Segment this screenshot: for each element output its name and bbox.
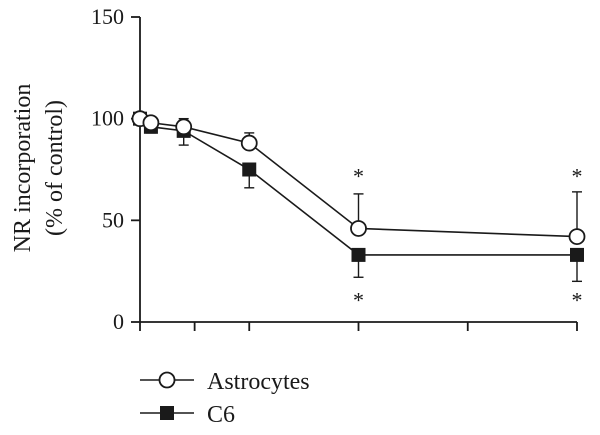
data-point-c6 xyxy=(570,247,584,262)
data-point-astrocytes xyxy=(142,114,160,132)
significance-star: * xyxy=(353,164,364,189)
legend: Astrocytes C6 xyxy=(140,369,310,428)
data-point-astrocytes xyxy=(350,220,367,237)
y-tick-label: 100 xyxy=(91,106,124,131)
legend-label-astrocytes: Astrocytes xyxy=(207,369,310,395)
significance-star: * xyxy=(353,288,364,313)
series-layer xyxy=(131,110,586,283)
legend-item-c6: C6 xyxy=(140,402,235,428)
significance-star: * xyxy=(572,164,583,189)
legend-label-c6: C6 xyxy=(207,402,235,428)
data-point-c6 xyxy=(242,162,257,177)
axes xyxy=(131,16,578,331)
y-tick-labels: 0 50 100 150 xyxy=(91,4,124,334)
y-tick-label: 150 xyxy=(91,4,124,29)
data-point-astrocytes xyxy=(568,228,586,246)
legend-marker-astrocytes xyxy=(158,371,176,389)
annotation-layer: * * * * xyxy=(353,164,583,313)
legend-marker-c6 xyxy=(160,406,174,420)
y-tick-label: 0 xyxy=(113,309,124,334)
y-tick-label: 50 xyxy=(102,207,124,232)
legend-item-astrocytes: Astrocytes xyxy=(140,369,310,395)
data-point-astrocytes xyxy=(240,134,258,152)
significance-star: * xyxy=(572,288,583,313)
series-astrocytes xyxy=(131,110,586,246)
data-point-c6 xyxy=(351,247,366,262)
y-axis-title-line2: (% of control) xyxy=(42,100,68,236)
y-axis-title-line1: NR incorporation xyxy=(10,84,36,253)
data-point-astrocytes xyxy=(175,118,193,136)
